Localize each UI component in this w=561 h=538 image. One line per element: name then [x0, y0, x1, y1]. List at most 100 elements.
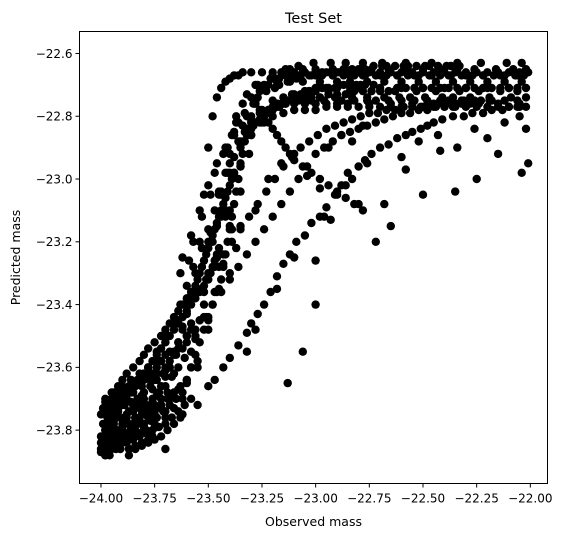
- data-point: [176, 300, 185, 309]
- data-point: [302, 171, 312, 181]
- data-point: [148, 432, 157, 441]
- data-point: [131, 382, 140, 391]
- data-point: [236, 162, 245, 171]
- data-point: [219, 363, 228, 372]
- data-point: [221, 143, 230, 152]
- data-point: [139, 369, 149, 378]
- data-point: [251, 237, 260, 246]
- data-point: [182, 338, 191, 347]
- data-point: [326, 215, 335, 224]
- data-point: [339, 118, 348, 127]
- data-point: [191, 294, 200, 303]
- y-tick-label: −23.0: [36, 172, 73, 186]
- data-point: [521, 102, 531, 112]
- data-point: [401, 83, 410, 93]
- data-point: [438, 115, 447, 124]
- data-point: [199, 300, 209, 309]
- data-point: [296, 74, 305, 83]
- data-point: [251, 206, 260, 215]
- data-point: [332, 90, 342, 99]
- data-point: [517, 168, 526, 177]
- data-point: [281, 143, 290, 152]
- data-point: [234, 341, 243, 350]
- data-point: [163, 394, 172, 403]
- data-point: [315, 184, 325, 193]
- data-point: [171, 350, 181, 359]
- data-point: [242, 347, 252, 356]
- data-point: [124, 444, 134, 454]
- data-point: [105, 451, 114, 460]
- data-point: [487, 83, 496, 93]
- data-point: [152, 347, 161, 356]
- data-point: [139, 394, 149, 403]
- data-point: [268, 212, 277, 221]
- data-point: [178, 344, 187, 353]
- data-point: [253, 309, 262, 319]
- data-point: [217, 187, 226, 196]
- data-point: [182, 375, 191, 385]
- data-point: [375, 86, 385, 96]
- x-axis: −24.00 −23.75 −23.50 −23.25 −23.00 −22.75 −22.…: [79, 483, 553, 506]
- data-point: [251, 80, 260, 90]
- data-point: [373, 108, 383, 118]
- data-point: [227, 212, 237, 221]
- data-point: [515, 112, 524, 121]
- data-point: [193, 356, 202, 366]
- data-point: [101, 444, 110, 454]
- data-point: [232, 118, 241, 127]
- data-point: [174, 338, 183, 347]
- data-point: [208, 300, 217, 309]
- data-point: [195, 269, 204, 278]
- data-point: [206, 190, 215, 199]
- data-point: [182, 306, 191, 316]
- data-point: [491, 65, 501, 74]
- data-point: [290, 149, 299, 159]
- data-point: [103, 407, 112, 416]
- data-point: [300, 105, 310, 115]
- data-point: [204, 181, 213, 190]
- data-point: [225, 159, 234, 168]
- data-point: [113, 382, 123, 391]
- data-point: [350, 86, 359, 96]
- data-point: [521, 83, 531, 93]
- data-point: [384, 140, 393, 149]
- data-point: [322, 99, 331, 108]
- data-point: [365, 108, 374, 118]
- data-point: [116, 413, 125, 422]
- data-point: [191, 325, 200, 334]
- data-point: [144, 407, 153, 416]
- data-point: [247, 93, 256, 102]
- data-point: [311, 99, 320, 108]
- data-point: [513, 83, 522, 93]
- data-point: [206, 269, 215, 278]
- data-point: [242, 328, 252, 337]
- data-point: [390, 105, 400, 115]
- data-point: [156, 400, 166, 410]
- data-point: [517, 77, 526, 86]
- data-point: [169, 369, 179, 378]
- data-point: [296, 143, 305, 152]
- data-point: [101, 425, 110, 435]
- data-point: [311, 256, 320, 265]
- data-point: [163, 425, 172, 435]
- data-point: [161, 382, 170, 391]
- data-point: [176, 269, 185, 278]
- data-point: [126, 375, 136, 385]
- data-point: [500, 96, 509, 105]
- data-point: [311, 105, 320, 115]
- data-point: [105, 438, 114, 447]
- data-point: [416, 124, 425, 133]
- data-point: [324, 90, 333, 99]
- data-point: [212, 159, 222, 168]
- data-point: [423, 121, 432, 130]
- data-point: [416, 102, 425, 112]
- data-point: [247, 68, 256, 77]
- data-point: [311, 86, 320, 96]
- data-point: [270, 174, 280, 184]
- data-point: [255, 108, 264, 118]
- data-point: [225, 269, 234, 278]
- data-point: [347, 65, 357, 74]
- data-point: [433, 61, 443, 71]
- data-point: [202, 275, 211, 284]
- data-point: [146, 375, 155, 385]
